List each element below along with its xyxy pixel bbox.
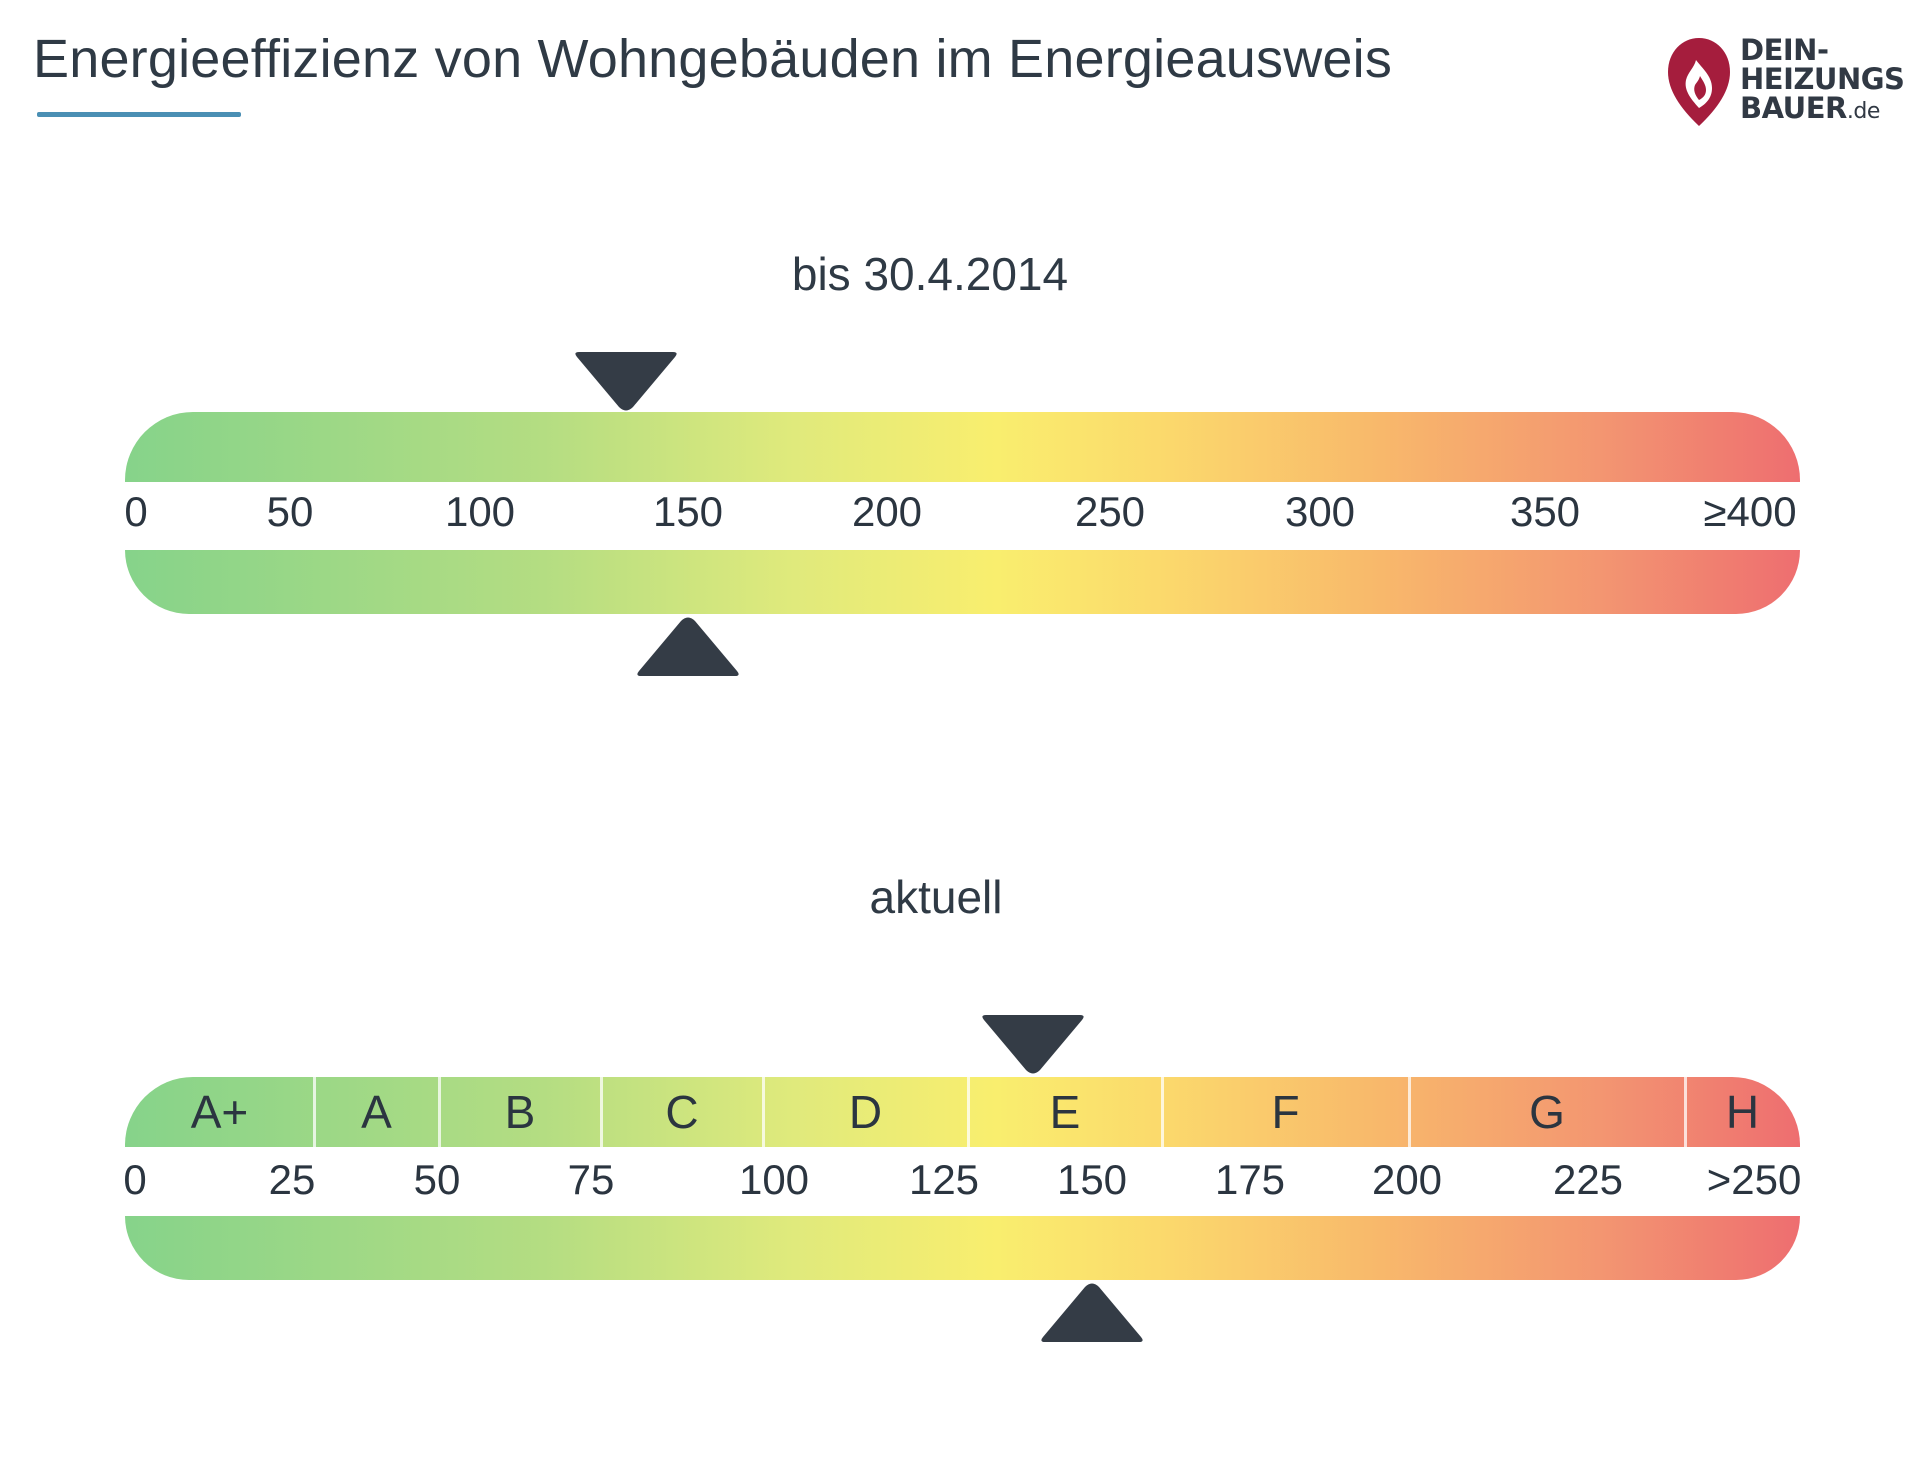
class-separator: [1408, 1077, 1411, 1147]
efficiency-class-label: B: [504, 1086, 536, 1138]
logo: DEIN- HEIZUNGS BAUER.de: [1668, 36, 1905, 132]
old-scale-tick-label: 150: [652, 488, 724, 535]
logo-line-3: BAUER.de: [1740, 94, 1904, 126]
class-separator: [1684, 1077, 1687, 1147]
old-scale-ticks: 0 50 100 150 200 250 300 350 ≥400: [0, 488, 1920, 548]
efficiency-class-label: D: [848, 1086, 883, 1138]
efficiency-class-label: A+: [190, 1086, 249, 1138]
page-title: Energieeffizienz von Wohngebäuden im Ene…: [33, 29, 1393, 89]
old-scale-bottom-marker: [637, 617, 739, 676]
flame-drop-icon: [1668, 38, 1730, 126]
current-scale-tick-label: 125: [908, 1156, 980, 1203]
efficiency-class-label: F: [1271, 1086, 1300, 1138]
current-scale-ticks: 0 25 50 75 100 125 150 175 200 225 >250: [0, 1156, 1920, 1216]
old-scale-tick-label: 0: [124, 488, 148, 535]
current-scale-tick-label: 175: [1214, 1156, 1286, 1203]
current-scale-tick-label: >250: [1706, 1156, 1802, 1203]
old-scale-tick-label: 100: [444, 488, 516, 535]
class-separator: [762, 1077, 765, 1147]
efficiency-class-label: C: [665, 1086, 699, 1138]
old-scale-tick-label: ≥400: [1703, 488, 1797, 535]
current-scale-tick-label: 225: [1552, 1156, 1624, 1203]
logo-tld: .de: [1846, 99, 1881, 124]
current-scale-tick-label: 50: [413, 1156, 461, 1203]
efficiency-class-label: A: [361, 1086, 392, 1138]
old-scale-lower-bar: [125, 550, 1800, 614]
class-separator: [313, 1077, 316, 1147]
logo-wordmark: DEIN- HEIZUNGS BAUER.de: [1740, 33, 1905, 126]
class-separator: [438, 1077, 441, 1147]
class-separator: [600, 1077, 603, 1147]
current-scale-lower-bar: [125, 1216, 1800, 1280]
current-scale-tick-label: 150: [1056, 1156, 1128, 1203]
old-scale-upper-bar: [125, 412, 1800, 482]
current-scale-class-bar: A+ A B C D E F G H: [125, 1077, 1800, 1147]
old-scale-top-marker: [574, 352, 677, 411]
old-scale-tick-label: 350: [1509, 488, 1581, 535]
old-scale-tick-label: 200: [851, 488, 923, 535]
current-scale-tick-label: 100: [738, 1156, 810, 1203]
efficiency-class-label: H: [1725, 1086, 1760, 1138]
current-scale-top-marker: [982, 1015, 1084, 1074]
current-scale-bottom-marker: [1041, 1283, 1143, 1342]
title-underline: [37, 112, 241, 117]
class-separator: [1161, 1077, 1164, 1147]
logo-line-3-main: BAUER: [1740, 91, 1847, 125]
current-scale-tick-label: 25: [268, 1156, 316, 1203]
class-separator: [967, 1077, 970, 1147]
efficiency-class-label: E: [1049, 1086, 1081, 1138]
current-scale-tick-label: 0: [123, 1156, 147, 1203]
old-scale-tick-label: 250: [1074, 488, 1146, 535]
logo-line-2: HEIZUNGS: [1740, 62, 1905, 96]
old-scale-tick-label: 300: [1284, 488, 1356, 535]
efficiency-class-label: G: [1529, 1086, 1565, 1138]
current-scale-tick-label: 200: [1371, 1156, 1443, 1203]
current-scale-tick-label: 75: [567, 1156, 615, 1203]
old-scale-label: bis 30.4.2014: [791, 248, 1069, 300]
logo-line-1: DEIN-: [1740, 33, 1829, 67]
current-scale-label: aktuell: [869, 871, 1003, 923]
old-scale-tick-label: 50: [266, 488, 314, 535]
